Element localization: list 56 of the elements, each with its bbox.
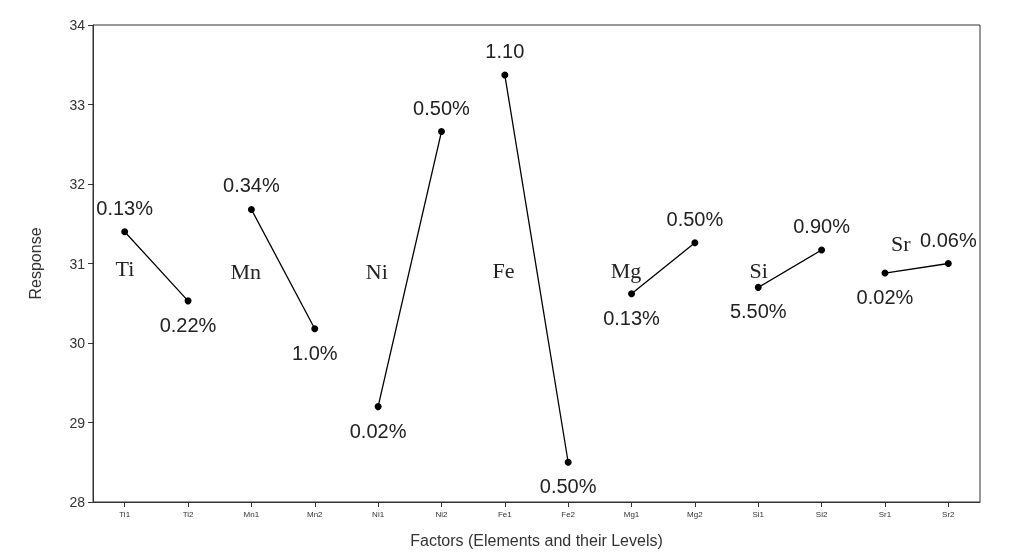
point — [944, 260, 952, 267]
annotation: 1.0% — [291, 341, 338, 364]
x-tick-label: Ti1 — [119, 509, 131, 519]
series-label: Sr — [891, 231, 912, 256]
x-tick-label: Ni2 — [435, 509, 449, 519]
point — [628, 290, 636, 298]
x-axis-title: Factors (Elements and their Levels) — [410, 531, 663, 549]
annotation: 0.50% — [666, 207, 724, 230]
annotation: 0.02% — [856, 286, 914, 309]
series-label: Ni — [365, 258, 388, 284]
x-tick-label: Sr1 — [878, 509, 892, 519]
series-label: Ti — [115, 255, 135, 281]
y-tick-label: 32 — [69, 176, 86, 192]
series-label: Si — [749, 258, 768, 284]
series-label: Mg — [610, 257, 642, 283]
x-tick-label: Mn1 — [243, 509, 260, 519]
point — [818, 246, 826, 254]
point — [121, 228, 129, 236]
x-tick-label: Fe2 — [561, 509, 576, 519]
annotation: 0.22% — [159, 313, 217, 336]
x-tick-label: Mg2 — [687, 509, 704, 519]
point — [437, 128, 445, 136]
annotation: 0.06% — [919, 228, 977, 251]
annotation: 1.10 — [485, 40, 525, 63]
x-tick-label: Ni1 — [372, 509, 385, 519]
y-tick-label: 31 — [69, 255, 86, 272]
point — [311, 325, 319, 333]
y-axis-title: Response — [26, 227, 44, 300]
x-tick-label: Mn2 — [306, 509, 324, 519]
point — [691, 239, 699, 247]
x-tick-label: Sr2 — [942, 509, 956, 519]
annotation: 0.90% — [793, 214, 851, 237]
x-tick-label: Si2 — [815, 509, 828, 519]
x-tick-label: Fe1 — [497, 509, 513, 519]
y-tick-label: 30 — [69, 335, 86, 351]
y-tick-label: 29 — [69, 414, 86, 431]
y-tick-label: 34 — [69, 17, 86, 33]
point — [374, 403, 382, 411]
annotation: 0.13% — [603, 306, 661, 329]
x-tick-label: Si1 — [752, 509, 765, 519]
y-tick-label: 28 — [69, 494, 86, 510]
annotation: 5.50% — [729, 300, 787, 323]
annotation: 0.50% — [539, 475, 597, 498]
point — [754, 283, 762, 291]
annotation: 0.13% — [96, 196, 154, 219]
annotation: 0.34% — [223, 174, 280, 197]
series-label: Mn — [230, 258, 262, 284]
x-tick-label: Mg1 — [623, 509, 640, 519]
point — [247, 205, 255, 213]
annotation: 0.50% — [413, 96, 471, 119]
annotation: 0.02% — [349, 419, 407, 442]
y-tick-label: 33 — [69, 96, 86, 113]
point — [501, 71, 509, 79]
point — [564, 458, 572, 466]
x-tick-label: Ti2 — [182, 509, 194, 519]
series-label: Fe — [492, 258, 515, 284]
